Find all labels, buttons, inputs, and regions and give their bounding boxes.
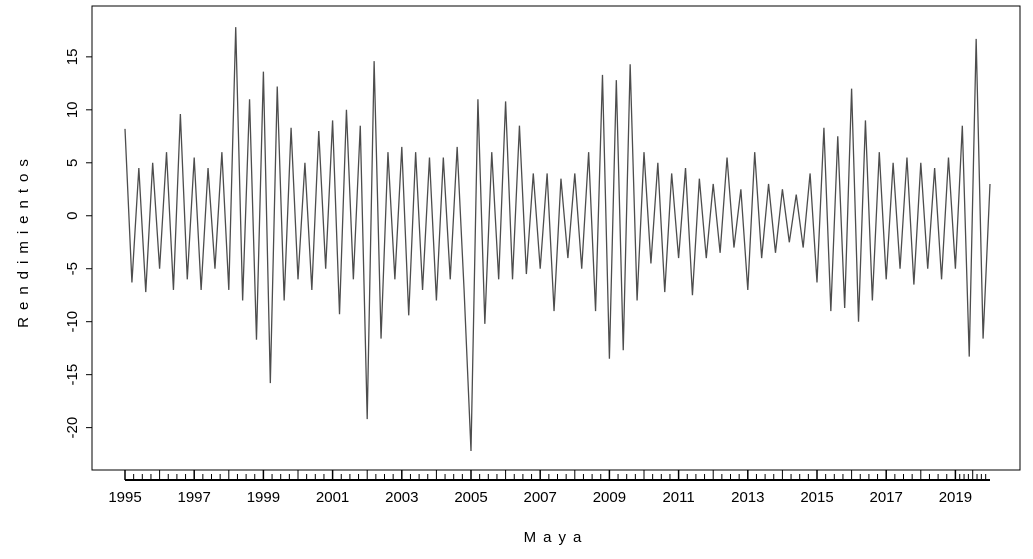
y-tick-label: -10	[64, 311, 81, 333]
series-line	[124, 27, 991, 451]
y-tick-label: -15	[64, 364, 81, 386]
x-tick-label: 2009	[593, 489, 626, 506]
x-tick-label: 2011	[662, 489, 694, 506]
y-tick-label: 15	[64, 49, 81, 66]
x-tick-label: 1999	[247, 489, 280, 506]
x-tick-label: 2003	[385, 489, 418, 506]
x-tick-label: 1997	[178, 489, 211, 506]
y-tick-label: -20	[64, 417, 81, 439]
plot-frame	[91, 5, 1021, 471]
x-tick-label: 2007	[524, 489, 557, 506]
x-tick-label: 2001	[316, 489, 349, 506]
y-tick-label: 0	[64, 212, 81, 220]
x-tick-label: 2013	[731, 489, 764, 506]
x-tick-label: 1995	[108, 489, 141, 506]
y-tick-label: -5	[64, 262, 81, 275]
x-tick-label: 2005	[454, 489, 487, 506]
x-tick-label: 2015	[800, 489, 833, 506]
y-axis-label: Rendimientos	[15, 152, 32, 328]
x-tick-label: 2019	[939, 489, 972, 506]
x-tick-label: 2017	[870, 489, 903, 506]
x-axis-label: Maya	[524, 529, 589, 546]
y-tick-label: 5	[64, 159, 81, 167]
y-tick-label: 10	[64, 101, 81, 118]
